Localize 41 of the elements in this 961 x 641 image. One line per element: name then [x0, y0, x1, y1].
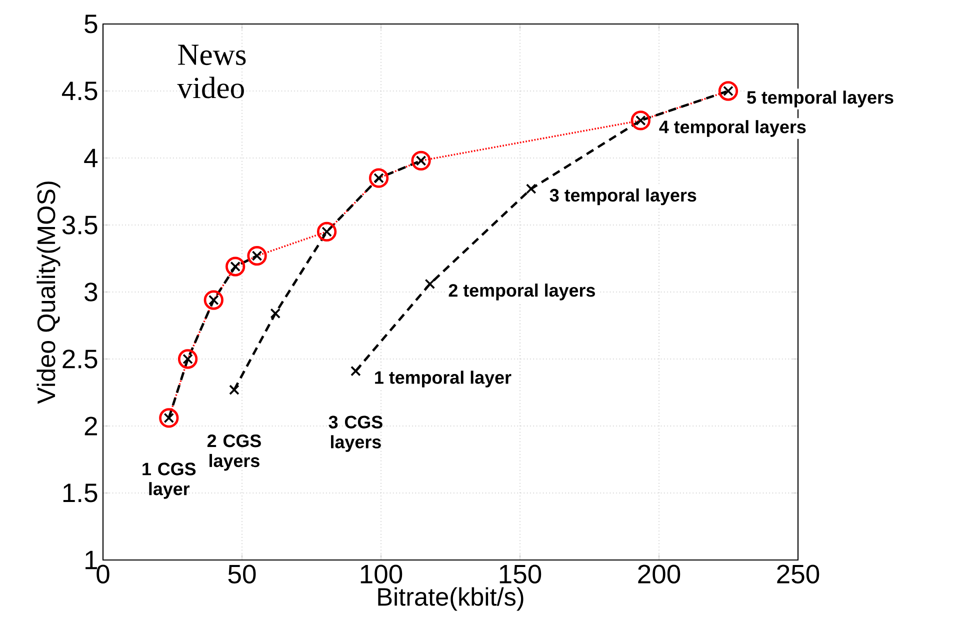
y-tick-label: 1.5 [63, 484, 98, 502]
point [350, 366, 361, 376]
point [159, 408, 179, 428]
y-tick-label: 2.5 [62, 350, 98, 368]
y-tick-label: 2 [84, 416, 97, 436]
annotation: 1 CGS layer [142, 462, 196, 499]
y-tick-label: 3 [84, 282, 98, 302]
annotation: 4 temporal layers [659, 120, 806, 137]
annotation: 2 temporal layers [448, 284, 595, 300]
annotation: 3 temporal layers [550, 188, 696, 206]
y-tick-label: 4.5 [62, 82, 98, 100]
point [204, 290, 224, 310]
point [424, 278, 436, 290]
y-axis-title: Video Quality(MOS) [36, 182, 60, 404]
x-tick-label: 250 [777, 564, 820, 584]
x-axis-title: Bitrate(kbit/s) [378, 587, 524, 611]
point [316, 222, 337, 242]
x-tick-label: 200 [638, 564, 680, 584]
x-tick-label: 50 [228, 564, 256, 584]
annotation: 2 CGS layers [207, 434, 261, 471]
point [718, 81, 738, 101]
annotation: 5 temporal layers [747, 90, 894, 108]
annotation: 1 temporal layer [375, 370, 512, 388]
y-tick-label: 4 [84, 148, 98, 168]
x-tick-label: 150 [500, 564, 542, 584]
annotation: 3 CGS layers [328, 416, 382, 452]
point [411, 150, 431, 171]
point [229, 384, 240, 395]
y-tick-label: 5 [84, 14, 98, 34]
point [630, 110, 650, 130]
y-tick-label: 1 [86, 550, 98, 570]
annotation: News video [177, 44, 246, 98]
point [368, 168, 389, 188]
point [526, 184, 536, 194]
x-tick-label: 100 [360, 564, 402, 584]
x-tick-label: 0 [96, 564, 110, 584]
point [247, 246, 267, 266]
point [270, 308, 281, 319]
point [226, 256, 246, 276]
y-tick-label: 3.5 [62, 216, 98, 234]
point [178, 349, 198, 369]
